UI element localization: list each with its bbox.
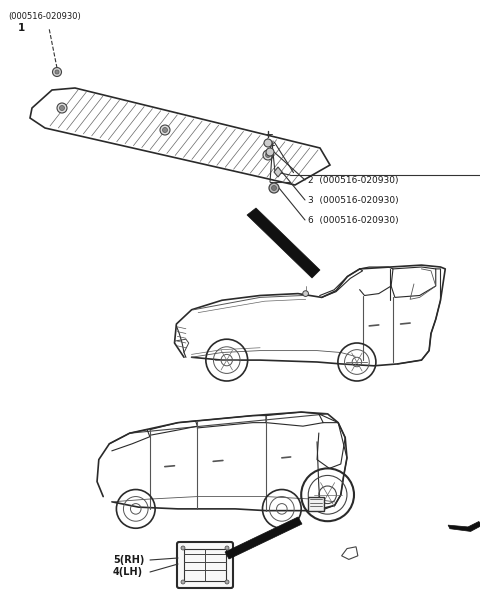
Circle shape <box>163 128 168 133</box>
Polygon shape <box>225 517 302 559</box>
Text: (000516-020930): (000516-020930) <box>8 12 81 20</box>
Circle shape <box>225 546 229 550</box>
Circle shape <box>272 185 276 190</box>
Text: 1: 1 <box>18 23 25 33</box>
Polygon shape <box>274 167 282 177</box>
Circle shape <box>160 125 170 135</box>
Text: 2  (000516-020930): 2 (000516-020930) <box>308 176 398 184</box>
Polygon shape <box>247 208 320 278</box>
Circle shape <box>181 546 185 550</box>
Circle shape <box>266 148 274 156</box>
Circle shape <box>303 291 309 297</box>
Text: 4(LH): 4(LH) <box>113 567 143 577</box>
FancyBboxPatch shape <box>177 542 233 588</box>
FancyBboxPatch shape <box>308 497 324 511</box>
Circle shape <box>264 139 272 147</box>
Text: 5(RH): 5(RH) <box>113 555 144 565</box>
Circle shape <box>263 150 273 160</box>
Text: 3  (000516-020930): 3 (000516-020930) <box>308 195 398 204</box>
Circle shape <box>57 103 67 113</box>
Circle shape <box>269 183 279 193</box>
Polygon shape <box>448 521 480 532</box>
Circle shape <box>55 70 59 74</box>
Circle shape <box>52 68 61 77</box>
Circle shape <box>60 106 64 111</box>
Circle shape <box>181 580 185 584</box>
Text: 6  (000516-020930): 6 (000516-020930) <box>308 216 398 225</box>
Circle shape <box>225 580 229 584</box>
Circle shape <box>265 152 271 158</box>
